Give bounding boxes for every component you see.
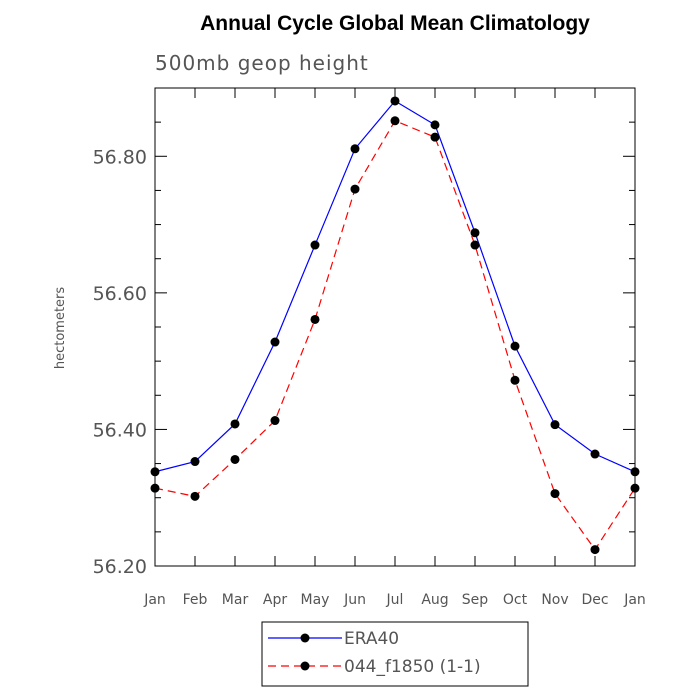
y-tick-label: 56.40 bbox=[93, 419, 147, 441]
x-tick-label: Sep bbox=[462, 592, 489, 608]
plot-frame bbox=[154, 87, 636, 567]
data-point bbox=[270, 337, 280, 347]
data-point bbox=[590, 545, 600, 555]
legend-label: ERA40 bbox=[344, 629, 399, 649]
series-1 bbox=[150, 96, 640, 477]
x-tick-label: Feb bbox=[183, 592, 208, 608]
data-point bbox=[150, 467, 160, 477]
data-point bbox=[630, 467, 640, 477]
x-tick-label: Jan bbox=[623, 592, 646, 608]
x-tick-label: Nov bbox=[541, 592, 568, 608]
x-tick-labels: Jan Feb Mar Apr May Jun Jul Aug Sep Oct Nov Dec Jan bbox=[143, 592, 646, 608]
y-tick-label: 56.80 bbox=[93, 146, 147, 168]
data-point bbox=[310, 240, 320, 250]
x-tick-label: Dec bbox=[581, 592, 608, 608]
series-layer bbox=[150, 96, 640, 555]
data-point bbox=[590, 449, 600, 459]
legend-label: 044_f1850 (1-1) bbox=[344, 657, 481, 677]
chart-subtitle: 500mb geop height bbox=[155, 51, 369, 75]
data-point bbox=[470, 228, 480, 238]
data-point bbox=[510, 375, 520, 385]
data-point bbox=[350, 184, 360, 194]
series-line bbox=[154, 120, 636, 551]
series-line bbox=[154, 100, 636, 473]
series-2 bbox=[150, 116, 640, 555]
legend-box bbox=[261, 621, 529, 687]
legend-marker bbox=[300, 661, 310, 671]
x-tick-label: Mar bbox=[222, 592, 249, 608]
x-tick-label: Jun bbox=[343, 592, 366, 608]
y-tick-label: 56.20 bbox=[93, 556, 147, 578]
data-point bbox=[470, 240, 480, 250]
data-point bbox=[270, 416, 280, 426]
data-point bbox=[550, 420, 560, 430]
y-tick-label: 56.60 bbox=[93, 283, 147, 305]
data-point bbox=[630, 483, 640, 493]
x-tick-label: May bbox=[301, 592, 330, 608]
data-point bbox=[430, 120, 440, 130]
data-point bbox=[190, 491, 200, 501]
data-point bbox=[510, 341, 520, 351]
x-tick-label: Apr bbox=[263, 592, 287, 608]
data-point bbox=[310, 314, 320, 324]
chart-title: Annual Cycle Global Mean Climatology bbox=[200, 12, 590, 35]
x-tick-label: Oct bbox=[503, 592, 528, 608]
data-point bbox=[390, 116, 400, 126]
y-tick-labels: 56.20 56.40 56.60 56.80 bbox=[93, 146, 147, 578]
x-tick-label: Aug bbox=[421, 592, 448, 608]
data-point bbox=[390, 96, 400, 106]
data-point bbox=[430, 132, 440, 142]
x-tick-label: Jan bbox=[143, 592, 166, 608]
data-point bbox=[230, 454, 240, 464]
x-tick-label: Jul bbox=[386, 592, 404, 608]
data-point bbox=[230, 419, 240, 429]
legend: ERA40 044_f1850 (1-1) bbox=[261, 621, 529, 687]
data-point bbox=[550, 489, 560, 499]
axis-ticks bbox=[154, 87, 636, 567]
legend-marker bbox=[300, 633, 310, 643]
data-point bbox=[150, 483, 160, 493]
y-axis-label: hectometers bbox=[53, 287, 68, 370]
data-point bbox=[190, 457, 200, 467]
data-point bbox=[350, 144, 360, 154]
